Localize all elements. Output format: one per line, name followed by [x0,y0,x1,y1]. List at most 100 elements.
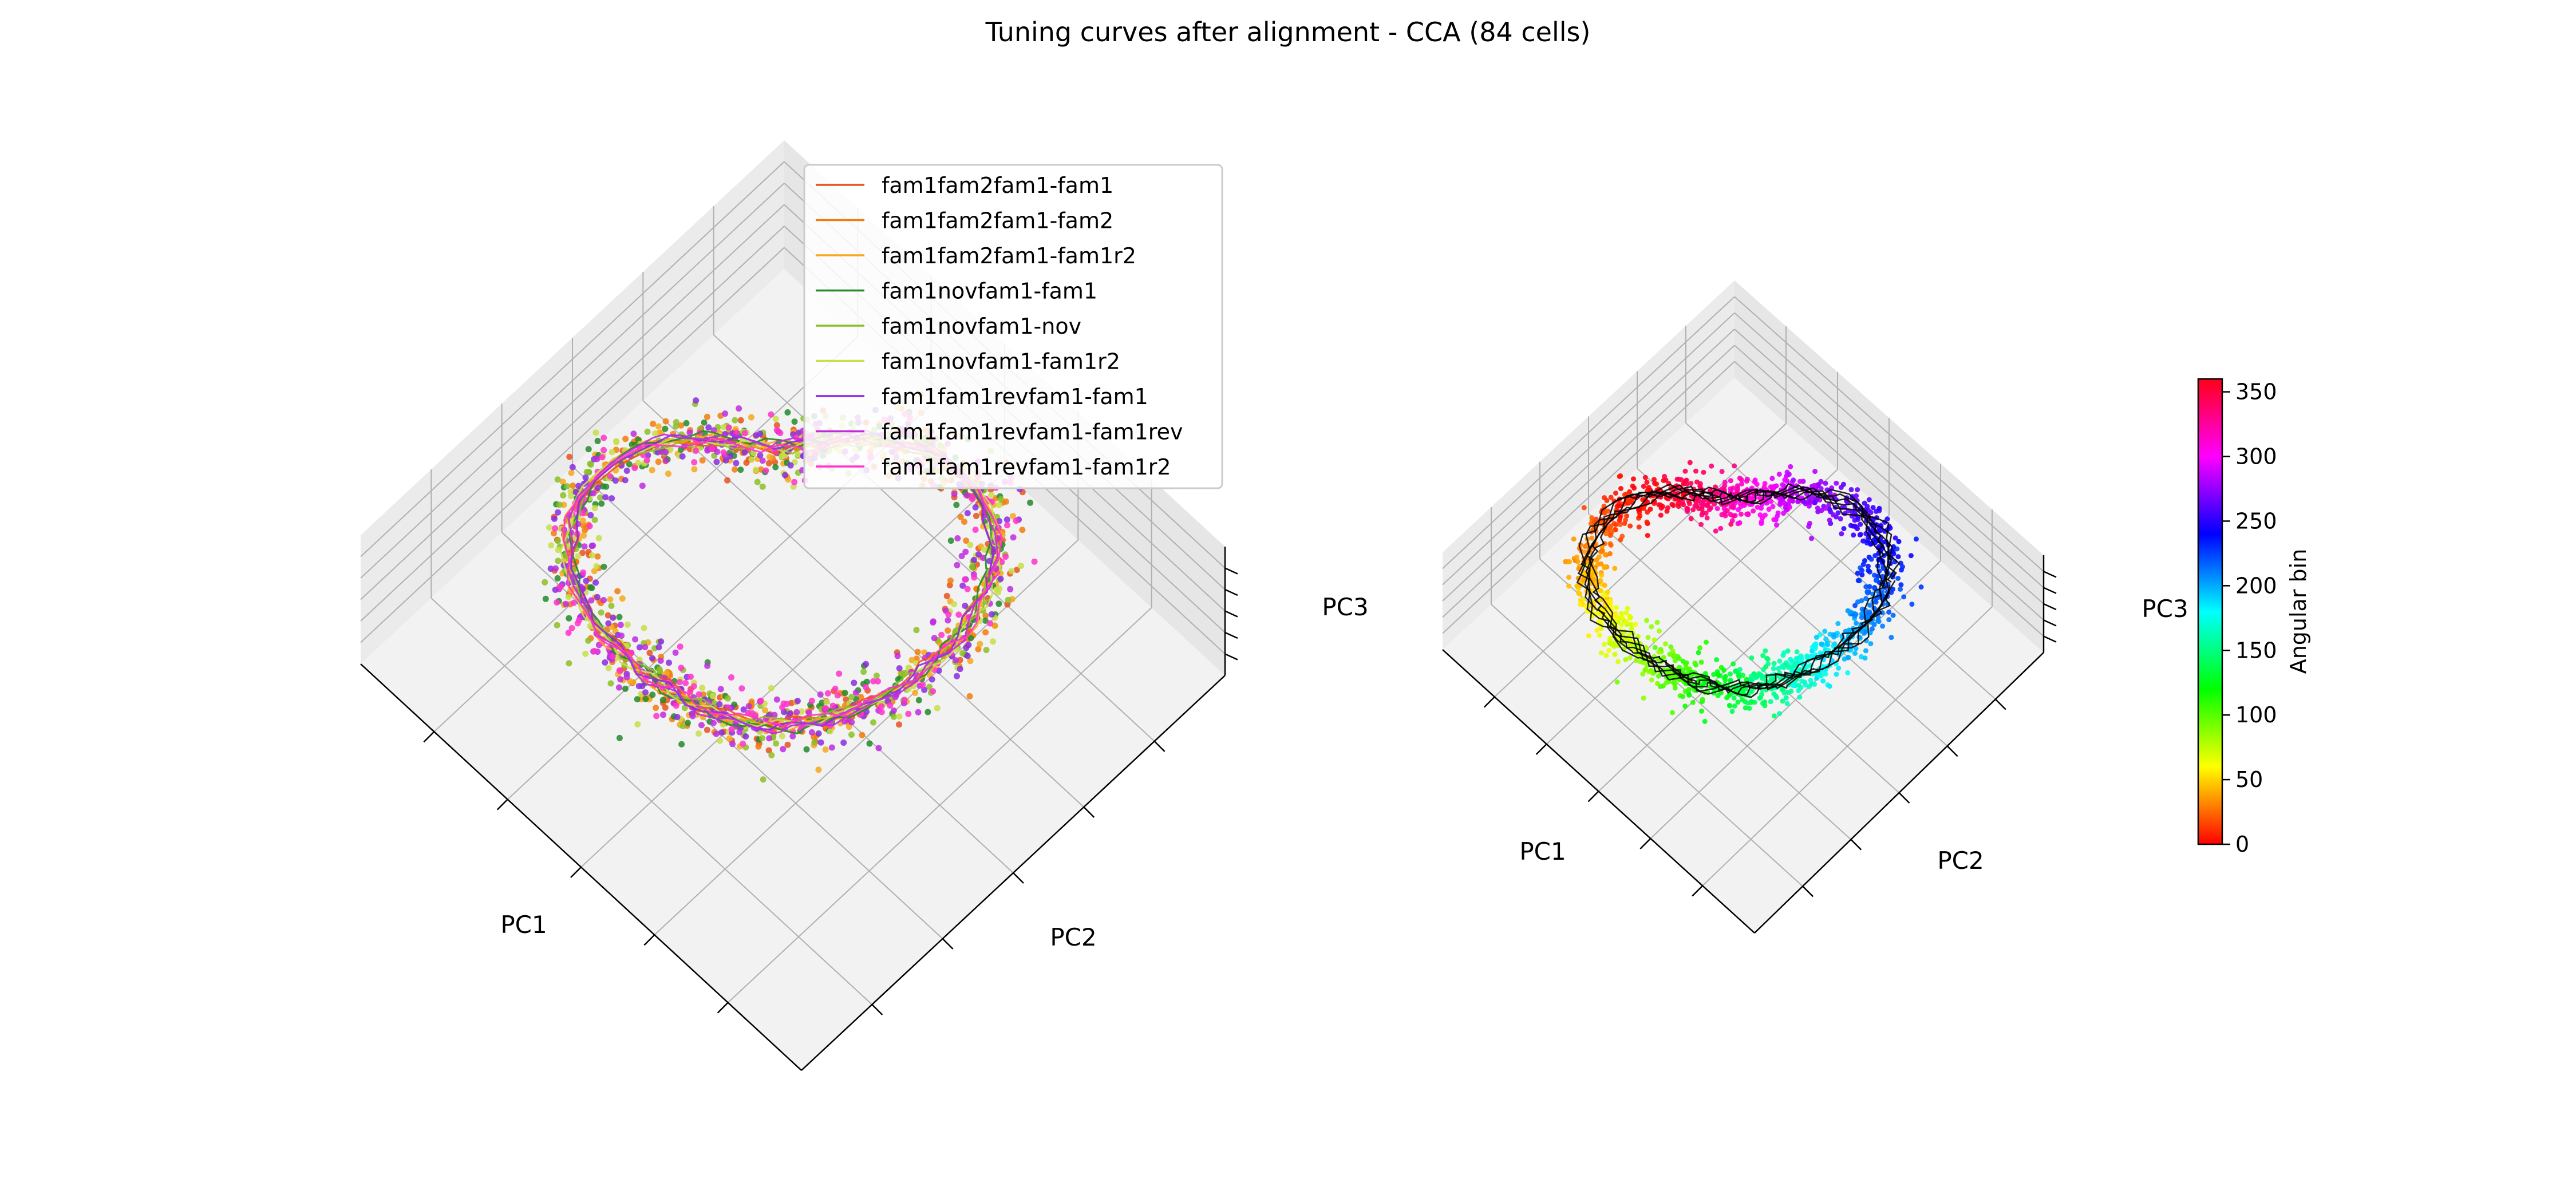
scatter-point [1002,553,1009,560]
scatter-point [955,611,962,618]
scatter-point [1581,596,1586,602]
scatter-point [1599,572,1605,578]
scatter-point [1863,584,1869,590]
scatter-point [988,611,995,618]
scatter-point [1010,534,1017,541]
scatter-point [693,448,699,454]
scatter-point [768,411,775,418]
scatter-point [583,469,590,476]
scatter-point [1747,705,1752,711]
scatter-point [597,494,603,501]
scatter-point [1730,485,1736,491]
scatter-point [938,631,945,638]
scatter-point [1643,667,1649,673]
x-axis-tick [1587,790,1599,802]
scatter-point [963,645,970,651]
scatter-point [1652,499,1657,504]
scatter-point [552,525,559,532]
scatter-point [593,563,600,570]
y-axis-tick [1153,741,1165,752]
scatter-point [1637,507,1642,513]
scatter-point [1866,497,1872,503]
scatter-point [870,678,877,685]
scatter-point [990,638,996,645]
scatter-point [688,673,694,680]
scatter-point [645,452,651,458]
scatter-point [546,524,552,531]
scatter-point [1598,650,1604,656]
scatter-point [1854,493,1859,499]
scatter-point [691,459,698,466]
scatter-point [622,436,629,442]
scatter-point [1859,615,1864,620]
scatter-point [1845,670,1851,675]
scatter-point [1908,553,1914,559]
scatter-point [609,449,615,456]
scatter-point [890,713,897,720]
wall-grid-line [360,161,785,557]
scatter-point [987,620,994,627]
scatter-point [1728,671,1733,677]
scatter-point [1766,507,1772,512]
scatter-point [642,644,649,651]
scatter-point [1782,477,1788,483]
scatter-point [983,647,990,654]
scatter-point [1614,679,1620,685]
scatter-point [1628,622,1634,627]
scatter-point [1724,508,1730,513]
scatter-point [1644,618,1650,623]
scatter-point [777,430,784,437]
x-axis-tick [717,1002,729,1014]
scatter-point [924,709,931,715]
scatter-point [1581,505,1587,511]
x-axis-tick [1639,838,1652,849]
scatter-point [1629,626,1634,631]
scatter-point [681,705,688,711]
colorbar-tick-label: 0 [2235,832,2249,857]
scatter-point [1859,568,1865,574]
scatter-point [1795,499,1801,505]
scatter-point [1031,558,1038,565]
scatter-point [1862,500,1867,506]
wall-grid-line [1442,296,1735,570]
scatter-point [1692,660,1698,666]
scatter-point [1901,594,1907,600]
scatter-point [1769,476,1775,481]
scatter-point [699,685,706,691]
scatter-point [1641,484,1646,489]
scatter-point [1599,548,1605,553]
scatter-point [1676,476,1682,482]
scatter-point [832,685,839,692]
scatter-point [946,582,953,588]
scatter-point [887,702,894,709]
scatter-point [840,740,847,746]
scatter-point [1728,512,1733,517]
scatter-point [580,532,587,539]
scatter-point [964,653,971,659]
legend-entry: fam1fam1revfam1-fam1 [882,384,1148,409]
scatter-point [789,733,796,740]
scatter-point [643,457,650,464]
scatter-point [1617,521,1623,527]
scatter-point [1808,500,1814,505]
scatter-point [714,448,721,455]
scatter-point [1645,533,1650,538]
scatter-point [954,535,961,541]
scatter-point [1823,636,1829,642]
scatter-point [1618,486,1623,491]
scatter-point [741,430,748,437]
scatter-point [1848,647,1854,653]
scatter-point [1618,473,1623,479]
scatter-point [912,690,919,696]
scatter-point [1749,673,1754,679]
scatter-point [1866,568,1871,574]
legend-entry: fam1fam2fam1-fam2 [882,208,1113,234]
scatter-point [1027,499,1034,506]
scatter-point [1697,483,1703,489]
scatter-point [565,594,572,600]
scatter-point [1809,536,1814,541]
scatter-point [1677,665,1682,670]
scatter-point [981,546,987,553]
scatter-point [1744,476,1750,482]
scatter-point [951,491,958,497]
